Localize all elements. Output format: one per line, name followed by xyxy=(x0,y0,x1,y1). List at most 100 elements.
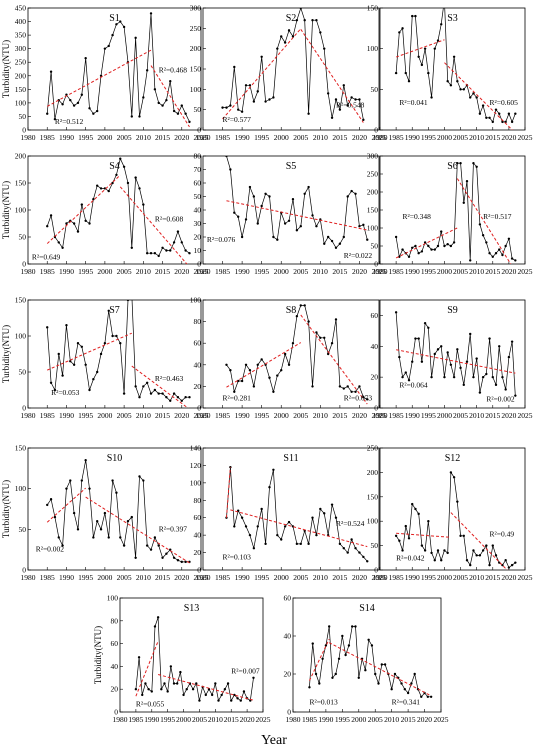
x-tick-label: 2015 xyxy=(155,133,170,142)
panel-title: S12 xyxy=(445,453,461,464)
y-tick-label: 40 xyxy=(371,342,379,351)
x-tick-label: 1980 xyxy=(21,267,36,276)
data-point xyxy=(462,534,465,538)
data-point xyxy=(436,549,440,552)
data-point xyxy=(122,25,126,29)
series-line xyxy=(226,305,368,400)
data-point xyxy=(272,390,275,393)
data-point xyxy=(440,230,443,233)
y-tick-label: 50 xyxy=(194,192,202,201)
data-point xyxy=(459,88,462,91)
data-point xyxy=(303,304,306,307)
data-point xyxy=(404,371,407,374)
data-point xyxy=(160,688,163,691)
r-squared-label: R²=0.341 xyxy=(392,697,421,706)
data-point xyxy=(504,388,507,391)
data-point xyxy=(256,363,259,366)
y-tick-label: 450 xyxy=(15,4,27,13)
trend-line xyxy=(47,332,133,371)
data-point xyxy=(485,544,488,547)
series-line xyxy=(46,157,190,257)
x-tick-label: 1995 xyxy=(78,573,93,582)
data-point xyxy=(122,165,126,168)
y-tick-label: 30 xyxy=(194,219,202,228)
data-point xyxy=(501,253,504,257)
panel-s1: 0 50 100 150 200 250 300 350 400 450 1980 1985 1990 1… xyxy=(1,4,209,143)
x-tick-label: 2015 xyxy=(332,573,347,582)
data-point xyxy=(342,387,345,390)
panel-title: S11 xyxy=(283,453,298,464)
data-point xyxy=(362,555,365,559)
x-tick-label: 2020 xyxy=(240,715,255,724)
data-point xyxy=(440,23,443,26)
panel-title: S8 xyxy=(286,305,297,316)
data-point xyxy=(268,195,271,198)
panel-s8: 0 20 40 60 80 100 1980 1985 1990 1995 2000 2005 2010… xyxy=(190,296,387,421)
data-point xyxy=(244,218,248,221)
r-squared-label: R²=0.041 xyxy=(399,98,428,107)
r-squared-label: R²=0.103 xyxy=(223,552,252,561)
data-point xyxy=(469,563,472,567)
data-point xyxy=(433,559,436,562)
data-point xyxy=(420,695,423,698)
plot-frame xyxy=(202,7,380,131)
data-point xyxy=(46,326,49,329)
data-point xyxy=(465,180,469,183)
data-point xyxy=(452,375,456,379)
trend-line xyxy=(444,62,514,130)
data-point xyxy=(111,479,114,482)
data-point xyxy=(76,101,80,105)
y-tick-label: 0 xyxy=(197,260,201,269)
plot-frame xyxy=(119,597,264,713)
data-point xyxy=(311,516,314,519)
y-tick-label: 40 xyxy=(194,206,202,215)
x-tick-label: 1990 xyxy=(235,267,250,276)
data-point xyxy=(370,644,374,647)
data-point xyxy=(61,246,64,249)
r-squared-label: R²=0.468 xyxy=(159,65,188,74)
x-tick-label: 2010 xyxy=(384,715,399,724)
x-tick-label: 2005 xyxy=(117,411,132,420)
data-point xyxy=(153,536,157,539)
x-tick-label: 2020 xyxy=(501,411,516,420)
data-point xyxy=(443,244,446,248)
data-point xyxy=(383,663,387,666)
data-point xyxy=(475,554,478,557)
y-axis-title: Turbidity(NTU) xyxy=(1,181,11,239)
data-point xyxy=(354,98,357,101)
data-point xyxy=(130,115,133,118)
data-point xyxy=(230,699,233,702)
data-point xyxy=(49,214,53,217)
y-axis-title: Turbidity(NTU) xyxy=(93,626,103,684)
y-tick-label: 60 xyxy=(194,179,202,188)
data-point xyxy=(295,542,299,546)
data-point xyxy=(423,241,427,244)
panel-s2: 0 50 100 150 200 250 300 1980 1985 1990 1995 2000 20… xyxy=(190,4,387,143)
data-point xyxy=(122,544,126,547)
data-point xyxy=(233,211,236,214)
y-tick-label: 60 xyxy=(284,594,292,603)
data-point xyxy=(404,524,407,528)
x-tick-label: 1985 xyxy=(40,573,55,582)
data-point xyxy=(400,682,403,685)
trend-line xyxy=(308,638,330,681)
r-squared-label: R²=0.577 xyxy=(223,115,252,124)
data-point xyxy=(233,525,236,528)
data-point xyxy=(49,381,53,384)
data-point xyxy=(427,520,430,523)
plot-frame xyxy=(379,155,526,265)
y-tick-label: 200 xyxy=(15,152,27,161)
panel-title: S1 xyxy=(109,13,120,24)
data-point xyxy=(401,248,404,251)
data-point xyxy=(280,369,283,372)
r-squared-label: R²=0.512 xyxy=(55,117,84,126)
y-tick-label: 0 xyxy=(197,566,201,575)
data-point xyxy=(311,642,314,645)
data-point xyxy=(414,244,417,248)
data-point xyxy=(72,104,76,107)
trend-line xyxy=(226,342,302,388)
data-point xyxy=(176,230,180,233)
data-point xyxy=(236,697,239,700)
data-point xyxy=(76,528,80,531)
data-point xyxy=(346,104,349,107)
